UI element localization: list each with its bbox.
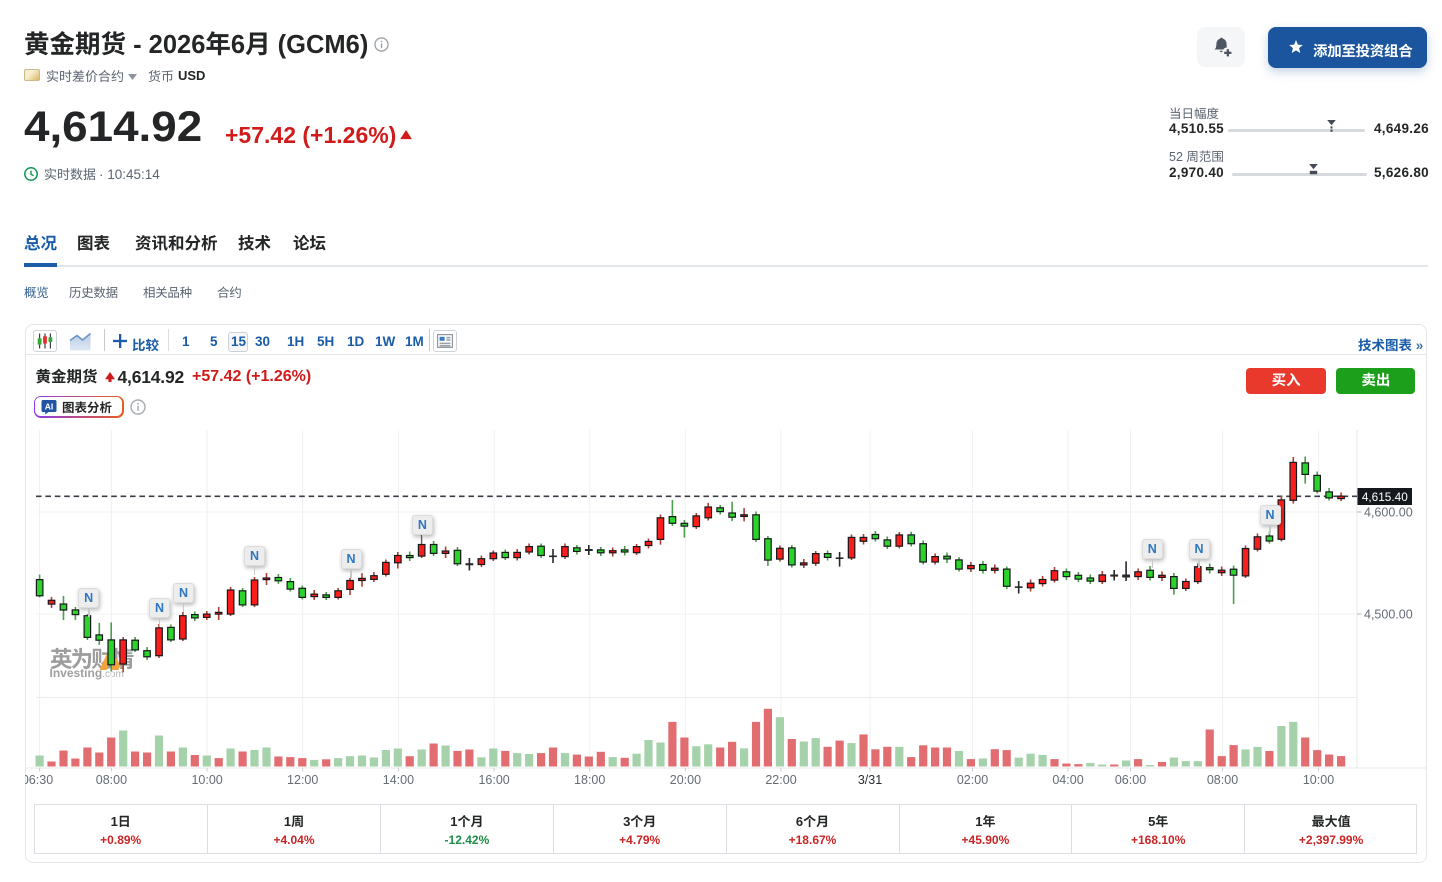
svg-text:08:00: 08:00 (1207, 773, 1238, 787)
svg-text:14:00: 14:00 (383, 773, 414, 787)
svg-text:22:00: 22:00 (765, 773, 796, 787)
svg-text:16:00: 16:00 (478, 773, 509, 787)
svg-text:10:00: 10:00 (1303, 773, 1334, 787)
svg-text:4,500.00: 4,500.00 (1364, 608, 1413, 622)
svg-text:06:30: 06:30 (25, 773, 53, 787)
svg-text:18:00: 18:00 (574, 773, 605, 787)
svg-text:3/31: 3/31 (858, 773, 882, 787)
svg-text:AI: AI (45, 401, 54, 411)
svg-text:06:00: 06:00 (1115, 773, 1146, 787)
svg-text:4,615.40: 4,615.40 (1362, 490, 1408, 504)
svg-text:4,600.00: 4,600.00 (1364, 506, 1413, 520)
svg-text:08:00: 08:00 (96, 773, 127, 787)
svg-text:20:00: 20:00 (670, 773, 701, 787)
svg-text:12:00: 12:00 (287, 773, 318, 787)
svg-text:02:00: 02:00 (957, 773, 988, 787)
svg-text:04:00: 04:00 (1052, 773, 1083, 787)
svg-text:10:00: 10:00 (191, 773, 222, 787)
